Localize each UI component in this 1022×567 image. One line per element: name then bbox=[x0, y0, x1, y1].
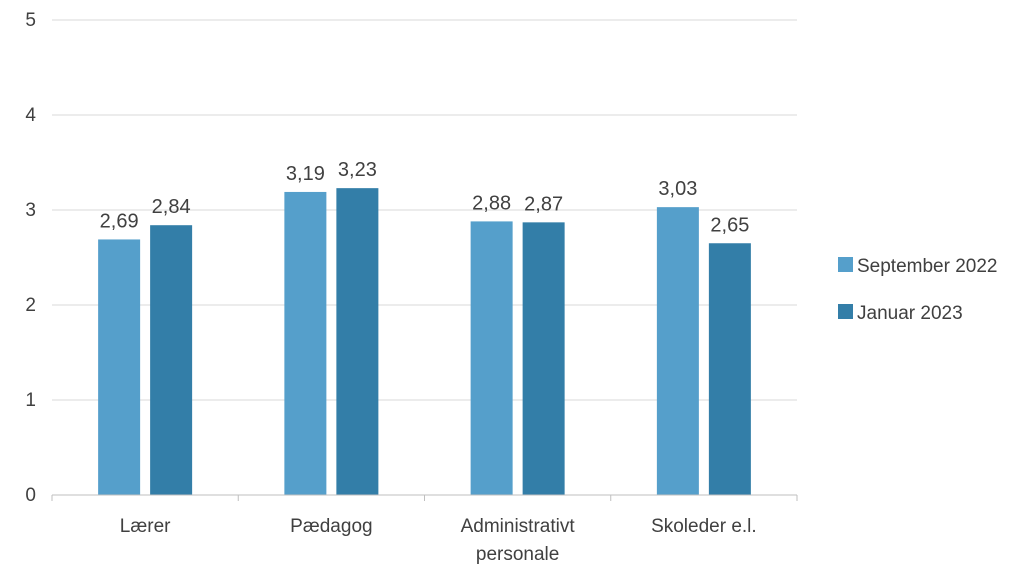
data-label-0-0: 2,69 bbox=[100, 210, 139, 232]
category-label-line: Administrativt bbox=[461, 516, 576, 537]
category-label-line: Skoleder e.l. bbox=[651, 516, 757, 537]
x-axis bbox=[51, 494, 798, 501]
category-label-line: Pædagog bbox=[290, 516, 372, 537]
category-label-0: Lærer bbox=[120, 516, 171, 537]
category-label-line: personale bbox=[476, 544, 559, 565]
y-tick-label-5: 5 bbox=[25, 10, 36, 31]
bar-0-3 bbox=[656, 207, 699, 495]
y-axis-tick-labels: 0 1 2 3 4 5 bbox=[25, 10, 36, 506]
data-label-0-2: 2,88 bbox=[472, 192, 511, 214]
y-tick-label-4: 4 bbox=[25, 105, 36, 126]
bar-0-2 bbox=[470, 221, 513, 495]
legend: September 2022 Januar 2023 bbox=[838, 256, 998, 324]
y-tick-label-0: 0 bbox=[25, 485, 36, 506]
data-label-1-1: 3,23 bbox=[338, 159, 377, 181]
bar-1-2 bbox=[522, 222, 565, 495]
x-axis-category-labels: Lærer Pædagog Administrativt personale Skole… bbox=[120, 516, 757, 565]
data-label-0-1: 3,19 bbox=[286, 163, 325, 185]
legend-swatch-1 bbox=[838, 304, 853, 319]
y-tick-label-3: 3 bbox=[25, 200, 36, 221]
bar-1-1 bbox=[336, 188, 379, 495]
data-label-0-3: 3,03 bbox=[658, 178, 697, 200]
legend-label-0: September 2022 bbox=[857, 256, 998, 277]
bar-0-0 bbox=[98, 239, 141, 495]
y-tick-label-1: 1 bbox=[25, 390, 36, 411]
bar-0-1 bbox=[284, 191, 327, 495]
legend-swatch-0 bbox=[838, 257, 853, 272]
y-tick-label-2: 2 bbox=[25, 295, 36, 316]
data-label-1-0: 2,84 bbox=[152, 196, 191, 218]
category-label-3: Skoleder e.l. bbox=[651, 516, 757, 537]
data-labels: 2,69 2,84 3,19 3,23 2,88 2,87 3,03 2,65 bbox=[100, 159, 750, 236]
category-label-2: Administrativt personale bbox=[461, 516, 576, 565]
bar-1-3 bbox=[708, 243, 751, 495]
bar-1-0 bbox=[150, 225, 193, 495]
legend-label-1: Januar 2023 bbox=[857, 303, 963, 324]
data-label-1-2: 2,87 bbox=[524, 193, 563, 215]
bars bbox=[98, 188, 751, 495]
category-label-1: Pædagog bbox=[290, 516, 372, 537]
category-label-line: Lærer bbox=[120, 516, 171, 537]
data-label-1-3: 2,65 bbox=[710, 214, 749, 236]
